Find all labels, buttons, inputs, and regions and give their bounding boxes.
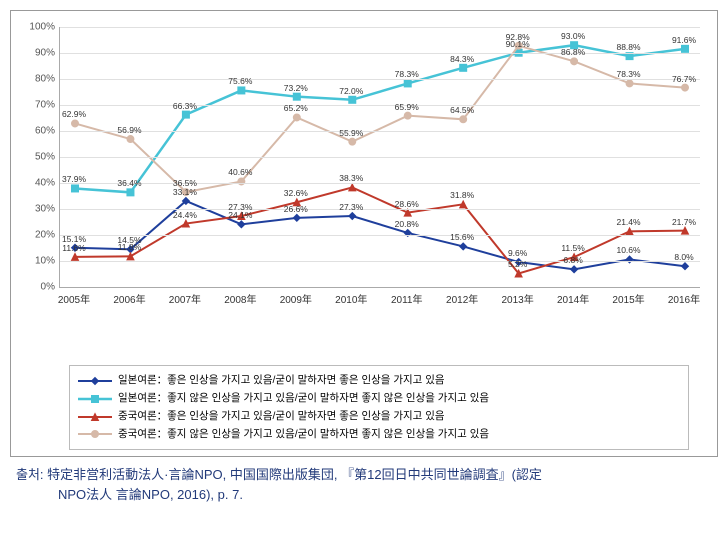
data-label: 72.0% [339, 86, 363, 96]
x-tick: 2011年 [391, 291, 423, 306]
data-label: 84.3% [450, 54, 474, 64]
legend-item: 일본여론：좋은 인상을 가지고 있음/굳이 말하자면 좋은 인상을 가지고 있음 [78, 372, 680, 390]
data-label: 56.9% [117, 125, 141, 135]
data-label: 86.8% [561, 47, 585, 57]
data-label: 28.6% [395, 199, 419, 209]
y-tick: 60% [19, 126, 55, 137]
plot-region [59, 27, 700, 288]
legend-label: 일본여론：좋은 인상을 가지고 있음/굳이 말하자면 좋은 인상을 가지고 있음 [118, 372, 445, 390]
data-label: 33.1% [173, 187, 197, 197]
data-label: 64.5% [450, 105, 474, 115]
data-label: 93.0% [561, 31, 585, 41]
data-label: 27.3% [228, 202, 252, 212]
data-label: 36.4% [117, 178, 141, 188]
x-tick: 2012年 [446, 291, 478, 306]
data-label: 88.8% [616, 42, 640, 52]
y-tick: 30% [19, 204, 55, 215]
data-label: 73.2% [284, 83, 308, 93]
legend-item: 일본여론：좋지 않은 인상을 가지고 있음/굳이 말하자면 좋지 않은 인상을 … [78, 390, 680, 408]
data-label: 78.3% [395, 69, 419, 79]
x-tick: 2007年 [169, 291, 201, 306]
y-tick: 90% [19, 48, 55, 59]
data-label: 9.6% [508, 248, 527, 258]
legend-swatch [78, 394, 112, 404]
y-tick: 70% [19, 100, 55, 111]
data-label: 31.8% [450, 190, 474, 200]
data-label: 6.8% [563, 255, 582, 265]
data-label: 36.5% [173, 178, 197, 188]
data-label: 62.9% [62, 109, 86, 119]
data-label: 11.8% [118, 242, 141, 252]
legend-swatch [78, 376, 112, 386]
legend-item: 중국여론：좋은 인상을 가지고 있음/굳이 말하자면 좋은 인상을 가지고 있음 [78, 408, 680, 426]
x-tick: 2010年 [335, 291, 367, 306]
data-label: 8.0% [674, 252, 693, 262]
data-label: 11.6% [62, 243, 85, 253]
x-tick: 2015年 [612, 291, 644, 306]
source-citation: 출처: 特定非営利活動法人·言論NPO, 中国国際出版集団, 『第12回日中共同… [16, 465, 712, 504]
source-text-1: 特定非営利活動法人·言論NPO, 中国国際出版集団, 『第12回日中共同世論調査… [47, 467, 542, 482]
data-label: 21.7% [672, 217, 696, 227]
x-tick: 2013年 [502, 291, 534, 306]
y-tick: 40% [19, 178, 55, 189]
data-label: 38.3% [339, 173, 363, 183]
data-label: 11.5% [561, 243, 584, 253]
data-label: 26.6% [284, 204, 308, 214]
x-tick: 2009年 [280, 291, 312, 306]
x-tick: 2014年 [557, 291, 589, 306]
y-tick: 0% [19, 282, 55, 293]
legend-label: 중국여론：좋은 인상을 가지고 있음/굳이 말하자면 좋은 인상을 가지고 있음 [118, 408, 445, 426]
data-label: 92.8% [506, 32, 530, 42]
legend: 일본여론：좋은 인상을 가지고 있음/굳이 말하자면 좋은 인상을 가지고 있음… [69, 365, 689, 450]
legend-label: 중국여론：좋지 않은 인상을 가지고 있음/굳이 말하자면 좋지 않은 인상을 … [118, 426, 489, 444]
data-label: 66.3% [173, 101, 197, 111]
source-text-2: NPO法人 言論NPO, 2016), p. 7. [58, 485, 712, 505]
data-label: 20.8% [395, 219, 419, 229]
x-tick: 2008年 [224, 291, 256, 306]
data-label: 5.2% [508, 259, 527, 269]
data-label: 32.6% [284, 188, 308, 198]
data-label: 91.6% [672, 35, 696, 45]
x-tick: 2005年 [58, 291, 90, 306]
legend-swatch [78, 412, 112, 422]
y-tick: 50% [19, 152, 55, 163]
y-tick: 100% [19, 22, 55, 33]
x-tick: 2006年 [113, 291, 145, 306]
y-tick: 80% [19, 74, 55, 85]
data-label: 40.6% [228, 167, 252, 177]
data-label: 24.4% [173, 210, 197, 220]
legend-item: 중국여론：좋지 않은 인상을 가지고 있음/굳이 말하자면 좋지 않은 인상을 … [78, 426, 680, 444]
y-tick: 20% [19, 230, 55, 241]
source-label: 출처: [16, 467, 44, 482]
data-label: 27.3% [339, 202, 363, 212]
data-label: 15.6% [450, 232, 474, 242]
data-label: 21.4% [616, 217, 640, 227]
data-label: 65.9% [395, 102, 419, 112]
y-tick: 10% [19, 256, 55, 267]
data-label: 10.6% [616, 245, 640, 255]
chart-container: 0% 10% 20% 30% 40% 50% 60% 70% 80% 90% 100% 2005年 2… [10, 10, 718, 457]
data-label: 37.9% [62, 174, 86, 184]
data-label: 75.6% [228, 76, 252, 86]
x-tick: 2016年 [668, 291, 700, 306]
data-label: 65.2% [284, 103, 308, 113]
data-label: 78.3% [616, 69, 640, 79]
legend-label: 일본여론：좋지 않은 인상을 가지고 있음/굳이 말하자면 좋지 않은 인상을 … [118, 390, 489, 408]
data-label: 55.9% [339, 128, 363, 138]
data-label: 76.7% [672, 74, 696, 84]
legend-swatch [78, 429, 112, 439]
chart-area: 0% 10% 20% 30% 40% 50% 60% 70% 80% 90% 100% 2005年 2… [19, 19, 709, 359]
